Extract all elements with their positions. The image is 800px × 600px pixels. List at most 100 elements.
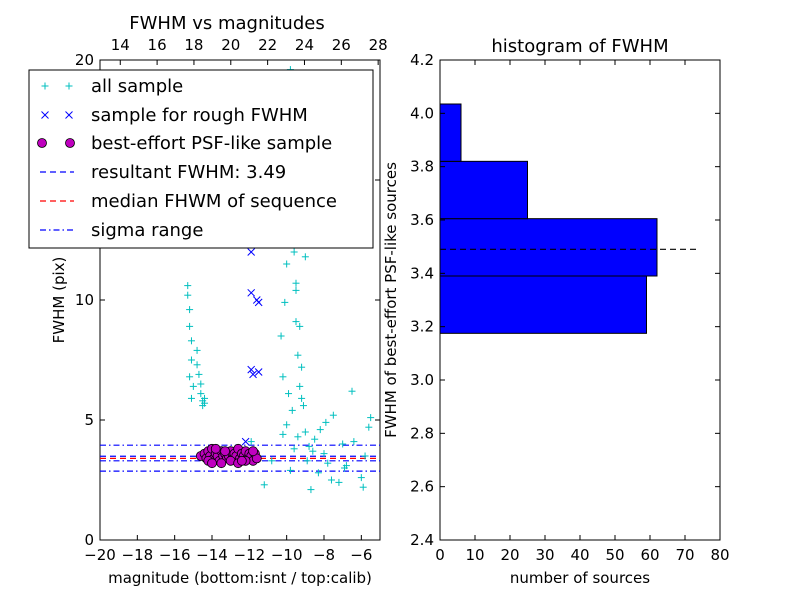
legend-entry-3-marker-a bbox=[37, 138, 47, 148]
point-psf-sample bbox=[248, 446, 258, 457]
legend-entry-4-label: resultant FWHM: 3.49 bbox=[91, 162, 286, 183]
point-all-sample bbox=[367, 414, 375, 422]
scatter-xtick-label: −14 bbox=[196, 546, 228, 564]
point-all-sample bbox=[357, 474, 365, 482]
histogram-xtick-label: 40 bbox=[570, 546, 589, 564]
legend-entry-1-marker-b bbox=[65, 82, 73, 90]
point-all-sample bbox=[292, 286, 300, 294]
point-psf-sample bbox=[210, 443, 221, 454]
point-psf-sample bbox=[236, 455, 247, 466]
scatter-ylabel: FWHM (pix) bbox=[50, 257, 68, 344]
point-all-sample bbox=[260, 481, 268, 489]
histogram-xtick-label: 30 bbox=[535, 546, 554, 564]
point-all-sample bbox=[339, 440, 347, 448]
point-all-sample bbox=[268, 457, 276, 465]
point-psf-sample bbox=[220, 446, 230, 457]
point-all-sample bbox=[283, 260, 291, 268]
point-all-sample bbox=[296, 382, 304, 390]
point-rough-sample-b bbox=[247, 288, 256, 297]
point-all-sample bbox=[341, 464, 349, 472]
histogram-xtick-label: 10 bbox=[465, 546, 484, 564]
point-all-sample bbox=[197, 380, 205, 388]
scatter-top-xtick-label: 22 bbox=[258, 36, 277, 54]
scatter-top-xtick-label: 16 bbox=[148, 36, 167, 54]
scatter-top-xtick-label: 24 bbox=[295, 36, 314, 54]
histogram-ytick-label: 3.6 bbox=[410, 211, 434, 229]
point-psf-sample bbox=[216, 458, 227, 469]
point-all-sample bbox=[279, 430, 287, 438]
legend-entry-2-label: sample for rough FWHM bbox=[91, 105, 308, 126]
point-all-sample bbox=[201, 399, 209, 407]
point-all-sample bbox=[281, 298, 289, 306]
legend-entry-2-marker-a bbox=[41, 111, 49, 119]
histogram-xtick-label: 0 bbox=[435, 546, 445, 564]
point-all-sample bbox=[348, 387, 356, 395]
point-rough-sample-b bbox=[247, 248, 256, 256]
legend-box bbox=[28, 69, 374, 249]
histogram-bar bbox=[439, 160, 528, 220]
point-rough-sample-b bbox=[247, 365, 256, 374]
point-rough-sample bbox=[254, 368, 263, 376]
scatter-xtick-label: −18 bbox=[122, 546, 154, 564]
scatter-title: FWHM vs magnitudes bbox=[129, 13, 324, 34]
legend-entries: all sample sample for rough FWHM best-effo… bbox=[37, 76, 337, 241]
point-all-sample bbox=[277, 332, 285, 340]
point-all-sample bbox=[296, 322, 304, 330]
scatter-xtick-label: −8 bbox=[313, 546, 335, 564]
scatter-xtick-label: −10 bbox=[271, 546, 303, 564]
histogram-xtick-label: 60 bbox=[640, 546, 659, 564]
legend-entry-5-label: median FHWM of sequence bbox=[91, 191, 337, 212]
histogram-bar bbox=[439, 218, 658, 277]
point-all-sample bbox=[187, 337, 195, 345]
point-all-sample bbox=[292, 318, 300, 326]
scatter-top-xtick-label: 28 bbox=[369, 36, 388, 54]
point-all-sample bbox=[322, 418, 330, 426]
point-all-sample bbox=[301, 253, 309, 261]
scatter-ytick-label: 10 bbox=[75, 291, 94, 309]
point-all-sample bbox=[187, 394, 195, 402]
point-all-sample bbox=[247, 438, 255, 446]
histogram-ytick-label: 2.6 bbox=[410, 478, 434, 496]
point-all-sample bbox=[187, 356, 195, 364]
point-all-sample bbox=[186, 322, 194, 330]
point-all-sample bbox=[311, 435, 319, 443]
point-all-sample bbox=[359, 483, 367, 491]
point-all-sample bbox=[320, 450, 328, 458]
point-all-sample bbox=[298, 363, 306, 371]
legend-entry-3-label: best-effort PSF-like sample bbox=[91, 133, 332, 154]
histogram-xtick-label: 20 bbox=[500, 546, 519, 564]
scatter-xtick-label: −16 bbox=[159, 546, 191, 564]
point-all-sample bbox=[324, 459, 332, 467]
legend-entry-1-label: all sample bbox=[91, 76, 183, 97]
point-all-sample bbox=[195, 370, 203, 378]
point-psf-sample bbox=[207, 458, 217, 469]
histogram-bar bbox=[439, 275, 647, 334]
histogram-ytick-label: 4.2 bbox=[410, 51, 434, 69]
point-all-sample bbox=[288, 406, 296, 414]
point-all-sample bbox=[294, 433, 302, 441]
scatter-top-xtick-label: 14 bbox=[111, 36, 130, 54]
point-rough-sample-b bbox=[249, 370, 257, 379]
scatter-ytick-label: 20 bbox=[75, 51, 94, 69]
point-all-sample bbox=[189, 382, 197, 390]
histogram-axes: 0 10 20 30 40 50 60 70 80 2.4 2.6 2.8 3.0 3.2 3.4 3.6 3.… bbox=[410, 51, 729, 564]
point-rough-sample-b bbox=[254, 368, 263, 376]
histogram-ytick-label: 3.0 bbox=[410, 371, 434, 389]
point-rough-sample bbox=[247, 365, 256, 374]
point-all-sample bbox=[361, 452, 369, 460]
point-all-sample bbox=[292, 279, 300, 287]
scatter-xtick-label: −20 bbox=[84, 546, 116, 564]
legend-entry-1-marker-a bbox=[41, 82, 49, 90]
histogram-xtick-label: 70 bbox=[675, 546, 694, 564]
histogram-title: histogram of FWHM bbox=[491, 36, 668, 57]
point-all-sample bbox=[290, 445, 298, 453]
point-rough-sample bbox=[247, 248, 256, 256]
legend-entry-2-marker-b bbox=[65, 111, 73, 119]
point-all-sample bbox=[305, 442, 313, 450]
point-all-sample bbox=[301, 428, 309, 436]
point-rough-sample-b bbox=[241, 437, 250, 446]
histogram-bar bbox=[439, 103, 462, 162]
legend-entry-6-label: sigma range bbox=[91, 220, 203, 241]
point-all-sample bbox=[365, 423, 373, 431]
point-all-sample bbox=[197, 390, 205, 398]
